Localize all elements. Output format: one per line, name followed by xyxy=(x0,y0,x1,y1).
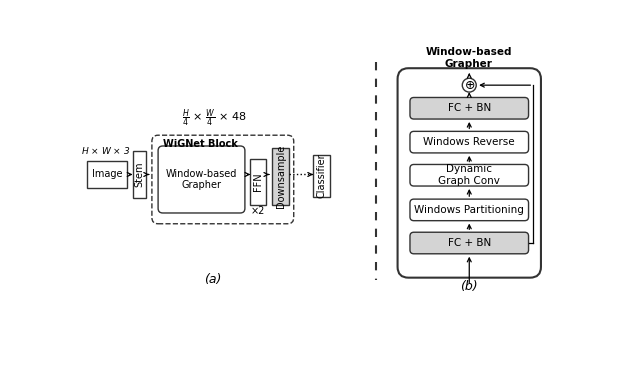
Text: Classifier: Classifier xyxy=(317,154,327,198)
FancyBboxPatch shape xyxy=(410,97,528,119)
FancyBboxPatch shape xyxy=(158,146,245,213)
Text: Dynamic
Graph Conv: Dynamic Graph Conv xyxy=(438,164,500,186)
Text: Downsample: Downsample xyxy=(275,144,286,208)
Text: Windows Partitioning: Windows Partitioning xyxy=(414,205,524,215)
Text: $\mathit{H}$ $\times$ $\mathit{W}$ $\times$ 3: $\mathit{H}$ $\times$ $\mathit{W}$ $\tim… xyxy=(81,145,130,156)
Text: $\oplus$: $\oplus$ xyxy=(464,79,475,92)
FancyBboxPatch shape xyxy=(410,199,528,221)
FancyBboxPatch shape xyxy=(410,232,528,254)
Bar xyxy=(133,152,146,197)
Bar xyxy=(313,155,330,197)
Text: $\frac{H}{4}$ $\times$ $\frac{W}{4}$ $\times$ 48: $\frac{H}{4}$ $\times$ $\frac{W}{4}$ $\t… xyxy=(182,108,246,129)
Text: FC + BN: FC + BN xyxy=(448,238,491,248)
Circle shape xyxy=(463,78,476,92)
Text: FC + BN: FC + BN xyxy=(448,103,491,113)
Text: Window-based
Grapher: Window-based Grapher xyxy=(425,47,512,69)
Bar xyxy=(250,159,266,205)
Bar xyxy=(272,147,289,205)
FancyBboxPatch shape xyxy=(410,131,528,153)
Text: WiGNet Block: WiGNet Block xyxy=(162,139,237,149)
Text: Windows Reverse: Windows Reverse xyxy=(423,137,515,147)
Text: Window-based
Grapher: Window-based Grapher xyxy=(166,169,237,190)
Text: FFN: FFN xyxy=(253,173,263,191)
FancyBboxPatch shape xyxy=(410,164,528,186)
Text: (b): (b) xyxy=(460,280,477,293)
Text: Image: Image xyxy=(92,170,122,179)
Text: Stem: Stem xyxy=(134,162,144,187)
Bar xyxy=(87,161,127,188)
Text: ×2: ×2 xyxy=(251,206,265,217)
Text: (a): (a) xyxy=(205,273,222,287)
